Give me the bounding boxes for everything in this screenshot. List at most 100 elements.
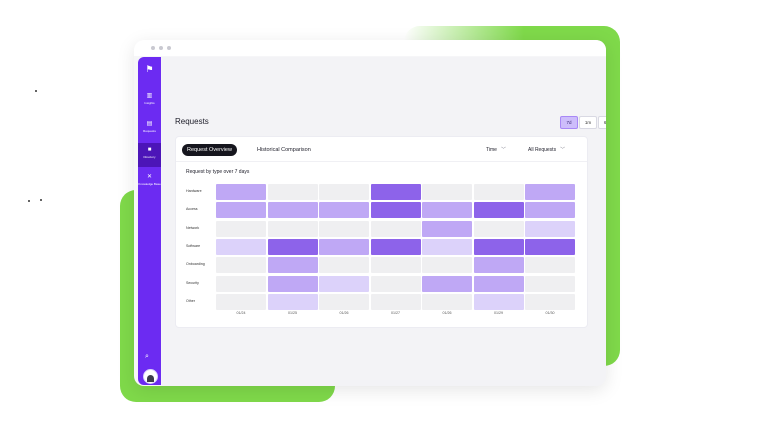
heatmap-cell[interactable] xyxy=(267,238,318,255)
heatmap-cell[interactable] xyxy=(319,257,369,274)
heatmap-cell[interactable] xyxy=(422,293,472,310)
range-button-6m[interactable]: 6m xyxy=(598,116,606,129)
range-selector: 7d 1m 6m xyxy=(560,116,606,129)
row-label: Hardware xyxy=(186,189,202,193)
heatmap-cell[interactable] xyxy=(370,293,421,310)
heatmap-cell[interactable] xyxy=(370,275,421,292)
heatmap-cell[interactable] xyxy=(216,184,266,200)
heatmap-cell[interactable] xyxy=(422,257,472,274)
decorative-dot xyxy=(28,200,30,202)
window-dot[interactable] xyxy=(151,46,155,50)
sidebar-item-label: Insights xyxy=(144,101,155,105)
heatmap-cell[interactable] xyxy=(370,220,421,237)
heatmap-cell[interactable] xyxy=(267,275,318,292)
tab-request-overview[interactable]: Request Overview xyxy=(182,144,237,156)
tab-historical-comparison[interactable]: Historical Comparison xyxy=(257,147,311,153)
divider xyxy=(176,161,587,162)
insights-icon: ▥ xyxy=(146,93,153,99)
heatmap-cell[interactable] xyxy=(473,257,524,274)
window-dot[interactable] xyxy=(159,46,163,50)
heatmap-cell[interactable] xyxy=(473,220,524,237)
heatmap-cell[interactable] xyxy=(216,257,266,274)
row-label: Other xyxy=(186,298,195,303)
heatmap-cell[interactable] xyxy=(267,293,318,310)
heatmap-cell[interactable] xyxy=(319,202,369,219)
heatmap-cell[interactable] xyxy=(525,184,575,200)
heatmap-cell[interactable] xyxy=(525,293,575,310)
chart-title: Request by type over 7 days xyxy=(186,169,250,175)
heatmap-cell[interactable] xyxy=(370,202,421,219)
heatmap-cell[interactable] xyxy=(216,238,266,255)
heatmap-cell[interactable] xyxy=(525,202,575,219)
avatar[interactable] xyxy=(143,369,158,384)
heatmap-cell[interactable] xyxy=(267,220,318,237)
heatmap-cell[interactable] xyxy=(319,184,369,200)
heatmap-cell[interactable] xyxy=(216,275,266,292)
knowledge-base-icon: ✕ xyxy=(146,174,153,180)
heatmap-cell[interactable] xyxy=(216,220,266,237)
window-titlebar xyxy=(134,40,606,56)
decorative-dot xyxy=(40,199,42,201)
x-tick-label: 01/27 xyxy=(391,311,400,315)
x-tick-label: 01/24 xyxy=(236,311,246,315)
heatmap-cell[interactable] xyxy=(422,184,472,200)
heatmap-cell[interactable] xyxy=(370,184,421,200)
x-tick-label: 01/30 xyxy=(545,311,555,315)
heatmap-cell[interactable] xyxy=(473,293,524,310)
heatmap-cell[interactable] xyxy=(319,293,369,310)
heatmap-cell[interactable] xyxy=(216,293,266,310)
decorative-dot xyxy=(35,90,37,92)
requests-card: Request Overview Historical Comparison T… xyxy=(175,136,588,328)
sidebar-item-knowledge-base[interactable]: ✕ Knowledge Base xyxy=(138,172,161,194)
requests-filter[interactable]: All Requests ﹀ xyxy=(528,144,565,156)
heatmap-cell[interactable] xyxy=(473,275,524,292)
search-icon[interactable]: ⌕ xyxy=(145,353,149,360)
requests-icon: ▤ xyxy=(146,121,153,127)
heatmap-cell[interactable] xyxy=(422,202,472,219)
sidebar-item-directory[interactable]: ■ Directory xyxy=(138,143,161,167)
heatmap-cell[interactable] xyxy=(422,220,472,237)
chevron-down-icon: ﹀ xyxy=(500,147,506,153)
heatmap-cell[interactable] xyxy=(422,275,472,292)
heatmap-cell[interactable] xyxy=(525,220,575,237)
heatmap-cell[interactable] xyxy=(216,202,266,219)
window-dot[interactable] xyxy=(167,46,171,50)
x-tick-label: 01/29 xyxy=(494,311,503,315)
heatmap-cell[interactable] xyxy=(473,202,524,219)
heatmap-cell[interactable] xyxy=(525,275,575,292)
x-tick-label: 01/26 xyxy=(442,311,452,315)
heatmap-cell[interactable] xyxy=(319,238,369,255)
range-button-7d[interactable]: 7d xyxy=(560,116,578,129)
heatmap-cell[interactable] xyxy=(370,257,421,274)
row-label: Onboarding xyxy=(186,262,205,267)
sidebar-item-insights[interactable]: ▥ Insights xyxy=(138,91,161,109)
sidebar-item-requests[interactable]: ▤ Requests xyxy=(138,119,161,137)
x-tick-label: 01/26 xyxy=(339,311,349,315)
heatmap-cell[interactable] xyxy=(267,202,318,219)
heatmap-cell[interactable] xyxy=(473,184,524,200)
time-filter[interactable]: Time ﹀ xyxy=(486,144,506,156)
sidebar-item-label: Directory xyxy=(143,155,156,159)
time-filter-label: Time xyxy=(486,147,497,153)
heatmap-cell[interactable] xyxy=(525,257,575,274)
requests-filter-label: All Requests xyxy=(528,147,557,153)
row-label: Access xyxy=(186,207,198,212)
range-button-1m[interactable]: 1m xyxy=(579,116,597,129)
directory-icon: ■ xyxy=(147,147,152,153)
x-tick-label: 01/25 xyxy=(288,311,297,315)
sidebar-item-label: Knowledge Base xyxy=(138,182,161,186)
logo-icon[interactable]: ⚑ xyxy=(145,64,154,74)
chevron-down-icon: ﹀ xyxy=(560,147,566,153)
heatmap-cell[interactable] xyxy=(370,238,421,255)
heatmap-cell[interactable] xyxy=(319,275,369,292)
heatmap-cell[interactable] xyxy=(525,238,575,255)
row-label: Network xyxy=(186,225,200,230)
main-content: Requests 7d 1m 6m Request Overview Histo… xyxy=(162,57,606,386)
heatmap-cell[interactable] xyxy=(319,220,369,237)
sidebar: ⚑ ▥ Insights ▤ Requests ■ Directory ✕ Kn… xyxy=(138,57,161,385)
heatmap-cell[interactable] xyxy=(267,257,318,274)
heatmap-cell[interactable] xyxy=(473,238,524,255)
heatmap-cell[interactable] xyxy=(422,238,472,255)
sidebar-item-label: Requests xyxy=(143,129,156,133)
heatmap-cell[interactable] xyxy=(267,184,318,200)
